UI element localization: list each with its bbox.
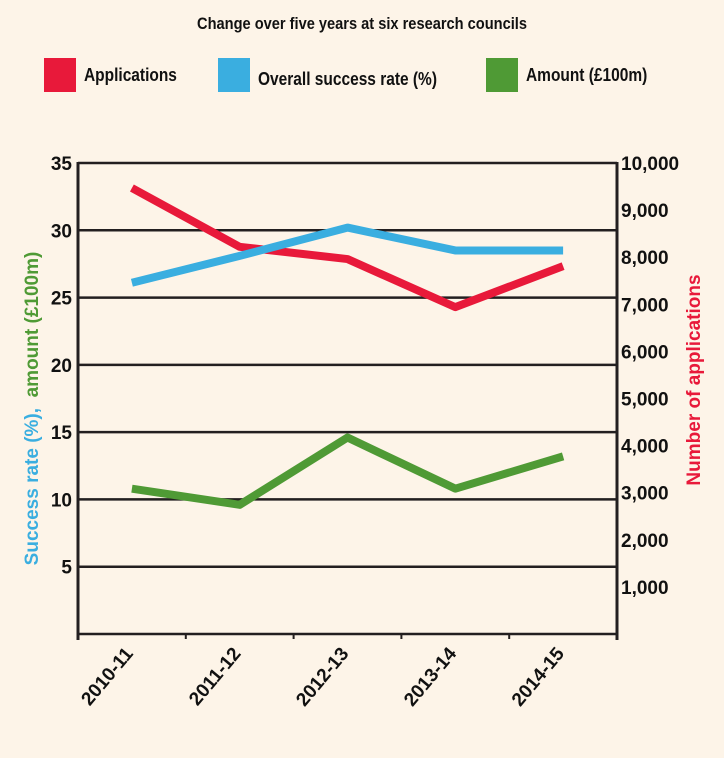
right-tick-label: 2,000: [621, 531, 669, 552]
left-axis-label-part: amount (£100m): [22, 252, 43, 408]
right-tick-label: 6,000: [621, 342, 669, 363]
legend-label-success-rate: Overall success rate (%): [258, 68, 437, 89]
legend-swatch-amount: [486, 58, 518, 92]
right-tick-label: 4,000: [621, 437, 669, 458]
series-line-amount-100m: [131, 433, 565, 509]
chart-title: Change over five years at six research c…: [197, 14, 527, 33]
right-tick-label: 3,000: [621, 484, 669, 505]
left-tick-label: 35: [51, 154, 73, 175]
right-tick-label: 10,000: [621, 154, 679, 175]
x-tick-label: 2010-11: [77, 643, 138, 709]
right-tick-label: 5,000: [621, 390, 669, 411]
left-tick-label: 15: [51, 423, 73, 444]
right-tick-label: 7,000: [621, 295, 669, 316]
left-tick-label: 20: [51, 356, 72, 377]
x-tick-label: 2014-15: [508, 643, 569, 710]
left-tick-label: 10: [51, 490, 72, 511]
left-tick-label: 5: [61, 558, 72, 579]
left-axis-label: Success rate (%), amount (£100m): [22, 252, 43, 566]
left-axis-label-part: Success rate (%),: [22, 408, 43, 565]
legend-item-amount: Amount (£100m): [486, 58, 667, 92]
left-tick-label: 30: [51, 221, 72, 242]
right-tick-label: 8,000: [621, 248, 669, 269]
legend-label-applications: Applications: [84, 64, 177, 85]
legend-item-applications: Applications: [44, 58, 192, 92]
legend-swatch-success-rate: [218, 58, 250, 92]
left-tick-label: 25: [51, 289, 73, 310]
x-tick-label: 2011-12: [185, 644, 245, 710]
right-tick-label: 1,000: [621, 578, 669, 599]
x-tick-label: 2012-13: [292, 644, 353, 711]
legend-label-amount: Amount (£100m): [526, 64, 648, 85]
right-tick-label: 9,000: [621, 201, 669, 222]
legend-item-success-rate: Overall success rate (%): [218, 58, 466, 92]
legend-swatch-applications: [44, 58, 76, 92]
x-tick-label: 2013-14: [400, 643, 461, 710]
right-axis-label: Number of applications: [684, 274, 705, 485]
